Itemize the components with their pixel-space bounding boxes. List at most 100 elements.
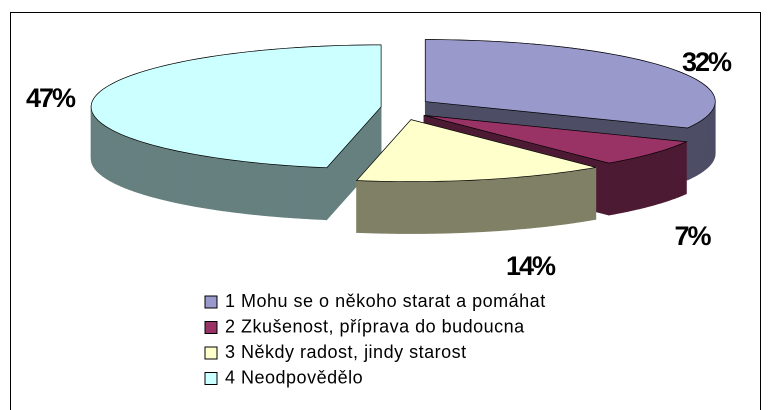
slice-side: [390, 181, 400, 234]
slice-side: [97, 119, 101, 175]
slice-side: [133, 138, 139, 194]
slice-side: [474, 179, 484, 233]
data-label: 47%: [26, 83, 76, 113]
slice-side: [568, 170, 576, 225]
slice-side: [356, 180, 366, 234]
slice-side: [116, 132, 122, 187]
slice-side: [222, 158, 231, 213]
slice-side: [432, 180, 442, 234]
slice-side: [621, 159, 629, 214]
slice-side: [128, 137, 134, 192]
slice-side: [627, 157, 634, 212]
slice-top: [355, 119, 596, 182]
slice-side: [301, 166, 311, 220]
slice-side: [260, 162, 270, 217]
slice-side: [669, 146, 675, 201]
slice-side: [674, 144, 679, 200]
slice-side: [575, 169, 583, 224]
slice-side: [104, 125, 108, 180]
slice-side: [194, 154, 203, 208]
slice-side: [694, 122, 698, 178]
slice-side: [690, 124, 695, 179]
slice-side: [110, 128, 115, 184]
slice-side: [678, 142, 683, 198]
slice-side: [466, 179, 476, 233]
slice-side: [538, 174, 547, 228]
slice-side: [201, 155, 210, 210]
slice-side: [655, 150, 662, 206]
slice-side: [560, 171, 569, 225]
slice-side: [245, 161, 254, 215]
slice-side: [644, 153, 651, 208]
slice-side: [530, 174, 540, 229]
legend-label: 1 Mohu se o někoho starat a pomáhat: [225, 291, 546, 311]
data-label: 14%: [506, 251, 556, 281]
slice-side: [687, 125, 692, 181]
legend-swatch: [204, 346, 218, 360]
pie-slice: [90, 44, 382, 221]
slice-side: [507, 177, 516, 231]
slice-top: [90, 44, 382, 169]
slice-side: [588, 167, 597, 221]
slice-side: [152, 144, 159, 200]
slice-side: [633, 156, 640, 211]
slice-side: [147, 143, 154, 198]
slice-side: [457, 180, 467, 234]
slice-side: [169, 149, 177, 204]
slice-side: [702, 117, 706, 173]
legend-label: 3 Někdy radost, jindy starost: [225, 342, 467, 362]
slice-side: [639, 155, 646, 210]
slice-side: [158, 146, 165, 201]
legend-swatch: [204, 372, 218, 385]
slice-side: [188, 152, 196, 207]
slice-side: [124, 135, 130, 190]
slice-side: [142, 141, 149, 197]
slice-side: [268, 163, 278, 218]
slice-side: [237, 160, 246, 215]
data-label: 7%: [674, 221, 711, 251]
slice-side: [99, 121, 103, 177]
slice-side: [317, 167, 328, 221]
slice-side: [499, 177, 508, 231]
slice-side: [113, 130, 118, 186]
slice-side: [230, 159, 239, 214]
slice-side: [120, 133, 126, 189]
slice-side: [515, 176, 524, 230]
slice-side: [523, 175, 532, 230]
legend-swatch: [204, 295, 218, 309]
legend: 1 Mohu se o někoho starat a pomáhat 2 Zku…: [204, 291, 546, 387]
slice-side: [208, 156, 217, 211]
slice-side: [101, 123, 106, 179]
slice-side: [107, 126, 111, 182]
slice-top: [424, 39, 716, 129]
slice-side: [415, 181, 425, 234]
pie: [90, 39, 716, 234]
slice-side: [309, 166, 319, 220]
slice-side: [407, 181, 417, 234]
slice-side: [608, 161, 616, 216]
slice-side: [182, 151, 190, 206]
slice-side: [697, 120, 701, 176]
slice-side: [490, 178, 500, 232]
slice-side: [700, 118, 704, 174]
slice-side: [449, 180, 459, 234]
slice-side: [398, 181, 408, 234]
slice-side: [175, 150, 183, 205]
slice-side: [553, 172, 562, 226]
slice-side: [276, 164, 286, 218]
slice-side: [705, 115, 708, 171]
slice-side: [215, 157, 224, 212]
slice-side: [137, 140, 144, 195]
pie-slice: [355, 118, 597, 234]
legend-label: 4 Neodpovědělo: [225, 367, 363, 387]
data-label: 32%: [682, 47, 732, 77]
slice-side: [252, 162, 262, 216]
slice-side: [163, 147, 171, 202]
slice-side: [614, 160, 622, 215]
slice-side: [424, 181, 434, 234]
slice-side: [665, 147, 671, 203]
slice-side: [381, 181, 391, 234]
slice-top: [423, 115, 688, 164]
legend-swatch: [204, 321, 218, 334]
